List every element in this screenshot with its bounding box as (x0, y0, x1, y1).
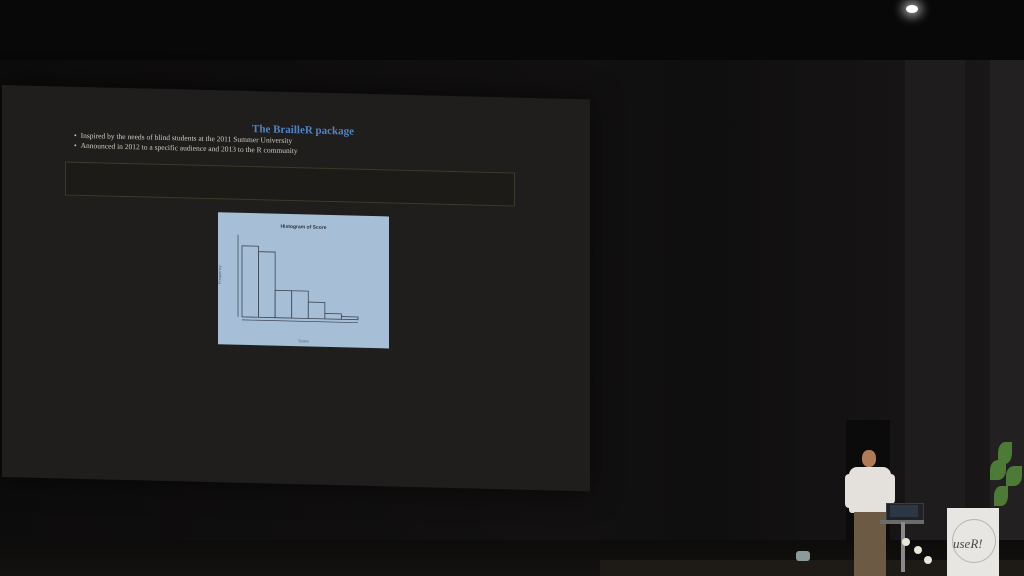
plot-x-axis (242, 319, 358, 324)
histogram-svg (237, 234, 359, 324)
laptop-screen (890, 505, 918, 517)
histogram-bar (291, 290, 309, 319)
histogram-plot: Histogram of Score Frequency Score (217, 212, 389, 349)
podium-logo (952, 519, 996, 563)
presenter-shirt (849, 467, 891, 513)
flower (924, 556, 932, 564)
code-box (65, 161, 515, 207)
histogram-bar (241, 245, 259, 318)
spotlight (906, 5, 918, 13)
presenter (843, 448, 899, 576)
projection-screen: The BrailleR package Inspired by the nee… (2, 85, 590, 492)
podium-logo-text: useR! (953, 536, 983, 551)
histogram-bar (274, 289, 293, 319)
presenter-arm (887, 474, 895, 504)
flower (902, 538, 910, 546)
lectern-pole (901, 522, 905, 572)
plant-leaf (990, 460, 1006, 480)
flower-arrangement (898, 532, 938, 576)
flower (914, 546, 922, 554)
stage-pillar (800, 60, 838, 560)
presenter-head (862, 450, 876, 467)
water-bottle (796, 551, 810, 561)
plant (990, 442, 1024, 542)
plant-leaf (994, 486, 1008, 506)
stage-floor-edge (600, 560, 1024, 576)
stage-pillar (905, 60, 965, 560)
histogram-bar (324, 313, 342, 320)
histogram-bar (307, 301, 326, 320)
plant-leaf (1006, 466, 1022, 486)
histogram-bar (341, 316, 359, 321)
ceiling (0, 0, 1024, 60)
plant-leaf (998, 442, 1012, 464)
histogram-bar (258, 251, 276, 319)
